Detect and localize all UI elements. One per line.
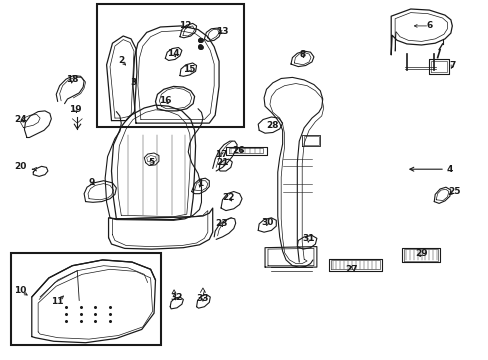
Text: 25: 25 (447, 187, 460, 196)
Text: 14: 14 (167, 49, 180, 58)
Text: 23: 23 (214, 219, 227, 228)
Text: 8: 8 (299, 50, 305, 59)
Text: 9: 9 (88, 178, 95, 187)
Text: 4: 4 (446, 165, 452, 174)
Text: 33: 33 (196, 294, 209, 302)
Text: 22: 22 (222, 193, 235, 202)
Text: 30: 30 (261, 218, 274, 227)
Bar (97, 4, 243, 127)
Text: 2: 2 (118, 56, 124, 65)
Text: 1: 1 (197, 179, 203, 188)
Text: 15: 15 (183, 65, 196, 74)
Text: 12: 12 (178, 21, 191, 30)
Text: 17: 17 (214, 150, 227, 158)
Text: 13: 13 (216, 27, 228, 36)
Text: 3: 3 (130, 78, 136, 87)
Text: 32: 32 (170, 292, 183, 302)
Text: 21: 21 (216, 158, 228, 167)
Text: 10: 10 (14, 287, 27, 295)
Text: 6: 6 (426, 21, 431, 30)
Text: 19: 19 (69, 105, 82, 114)
Text: 18: 18 (66, 76, 79, 85)
Text: 16: 16 (159, 95, 171, 104)
Text: 20: 20 (14, 162, 27, 171)
Text: 11: 11 (51, 297, 64, 306)
Text: 29: 29 (414, 249, 427, 258)
Bar (11, 253, 161, 345)
Text: 27: 27 (344, 265, 357, 274)
Text: 24: 24 (14, 115, 27, 124)
Text: 7: 7 (448, 61, 455, 70)
Text: 31: 31 (302, 234, 315, 243)
Text: 28: 28 (266, 121, 279, 130)
Text: 5: 5 (148, 158, 154, 167)
Text: 26: 26 (232, 146, 244, 155)
